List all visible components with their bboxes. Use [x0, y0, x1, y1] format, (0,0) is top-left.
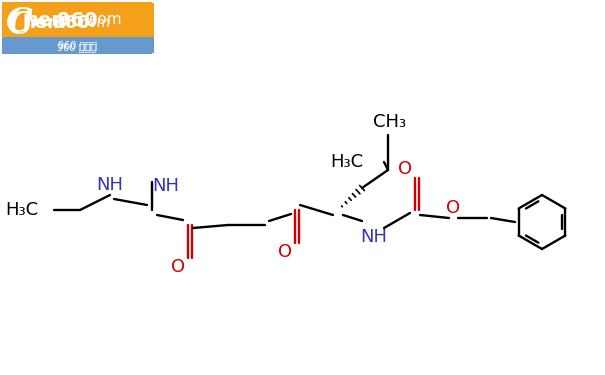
Text: H₃C: H₃C — [5, 201, 38, 219]
Text: 960: 960 — [57, 10, 97, 30]
Text: O: O — [398, 160, 412, 178]
Text: 960 化工网: 960 化工网 — [57, 42, 97, 52]
Text: .com: .com — [76, 16, 110, 30]
Text: H₃C: H₃C — [330, 153, 363, 171]
Text: NH: NH — [361, 228, 387, 246]
Text: hem: hem — [24, 10, 71, 30]
FancyBboxPatch shape — [2, 2, 152, 54]
Text: NH: NH — [152, 177, 180, 195]
Text: hem: hem — [22, 14, 66, 32]
Text: NH: NH — [97, 176, 123, 194]
Text: 960: 960 — [52, 14, 90, 32]
Text: O: O — [171, 258, 185, 276]
Text: C: C — [6, 6, 33, 39]
Text: 960 化工网: 960 化工网 — [59, 40, 97, 50]
Text: O: O — [278, 243, 292, 261]
Bar — [0, 0, 160, 58]
Text: O: O — [446, 199, 460, 217]
FancyBboxPatch shape — [2, 3, 154, 53]
Text: .com: .com — [84, 12, 122, 27]
Bar — [2, 38, 152, 54]
Bar — [2, 37, 154, 53]
Text: CH₃: CH₃ — [373, 113, 407, 131]
Text: C: C — [8, 10, 32, 42]
